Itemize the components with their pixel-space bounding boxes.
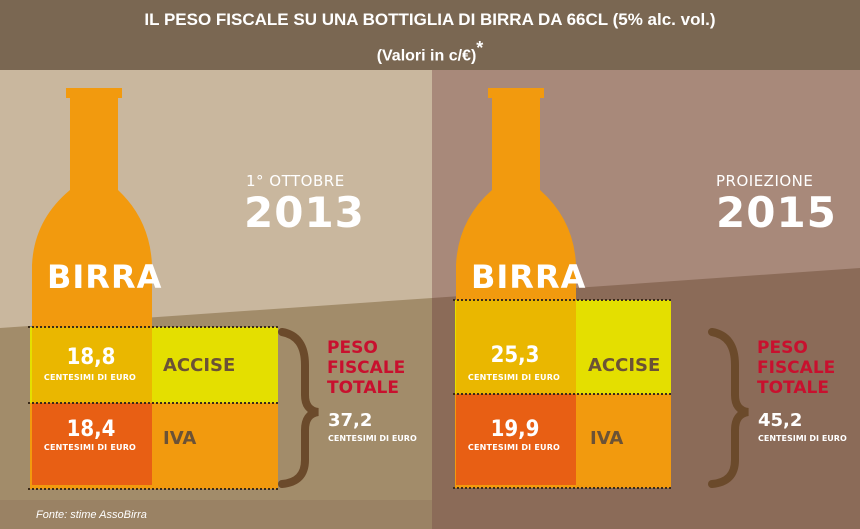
peso-line-1: PESO: [757, 338, 808, 358]
accise-bottle-overlap-2013: [32, 327, 152, 403]
iva-value-2015: 19,9: [490, 417, 540, 442]
accise-label-2013: ACCISE: [163, 355, 236, 376]
chart-title: IL PESO FISCALE SU UNA BOTTIGLIA DI BIRR…: [144, 10, 716, 29]
year-2015: 2015: [716, 188, 837, 237]
iva-unit-2015: CENTESIMI DI EURO: [467, 443, 561, 452]
subtitle-text: (Valori in c/€): [376, 47, 477, 65]
accise-unit-2013: CENTESIMI DI EURO: [43, 373, 137, 382]
total-unit-2013: CENTESIMI DI EURO: [328, 434, 417, 443]
total-value-2015: 45,2: [758, 410, 803, 431]
header-bar: [0, 0, 860, 70]
accise-value-2013: 18,8: [66, 345, 116, 370]
year-label-2015: PROIEZIONE: [716, 172, 814, 190]
peso-line-2: FISCALE: [757, 358, 836, 378]
peso-line-3: TOTALE: [757, 378, 829, 398]
total-value-2013: 37,2: [328, 410, 373, 431]
iva-label-2015: IVA: [590, 428, 624, 449]
iva-value-2013: 18,4: [66, 417, 116, 442]
bottle-label-2013: BIRRA: [47, 258, 163, 296]
chart-subtitle: (Valori in c/€)*: [0, 38, 860, 66]
subtitle-asterisk: *: [476, 38, 484, 58]
peso-fiscale-title-2013: PESO FISCALE TOTALE: [327, 338, 405, 398]
source-note: Fonte: stime AssoBirra: [36, 509, 147, 521]
bracket-2015: [708, 328, 749, 488]
year-2013: 2013: [244, 188, 365, 237]
stack-2015: [453, 299, 672, 489]
bracket-2013: [278, 328, 319, 488]
total-unit-2015: CENTESIMI DI EURO: [758, 434, 847, 443]
accise-bottle-overlap-2015: [456, 300, 576, 394]
year-label-2013: 1° OTTOBRE: [246, 172, 345, 190]
stack-2013: [28, 326, 278, 490]
iva-bottle-overlap-2013: [32, 403, 152, 485]
iva-label-2013: IVA: [163, 428, 197, 449]
bottle-label-2015: BIRRA: [471, 258, 587, 296]
accise-label-2015: ACCISE: [588, 355, 661, 376]
footer-band: [0, 500, 432, 529]
peso-line-2: FISCALE: [327, 358, 406, 378]
peso-fiscale-title-2015: PESO FISCALE TOTALE: [757, 338, 835, 398]
peso-line-1: PESO: [327, 338, 378, 358]
peso-line-3: TOTALE: [327, 378, 399, 398]
accise-unit-2015: CENTESIMI DI EURO: [467, 373, 561, 382]
iva-unit-2013: CENTESIMI DI EURO: [43, 443, 137, 452]
iva-bottle-overlap-2015: [456, 394, 576, 485]
accise-value-2015: 25,3: [490, 343, 540, 368]
